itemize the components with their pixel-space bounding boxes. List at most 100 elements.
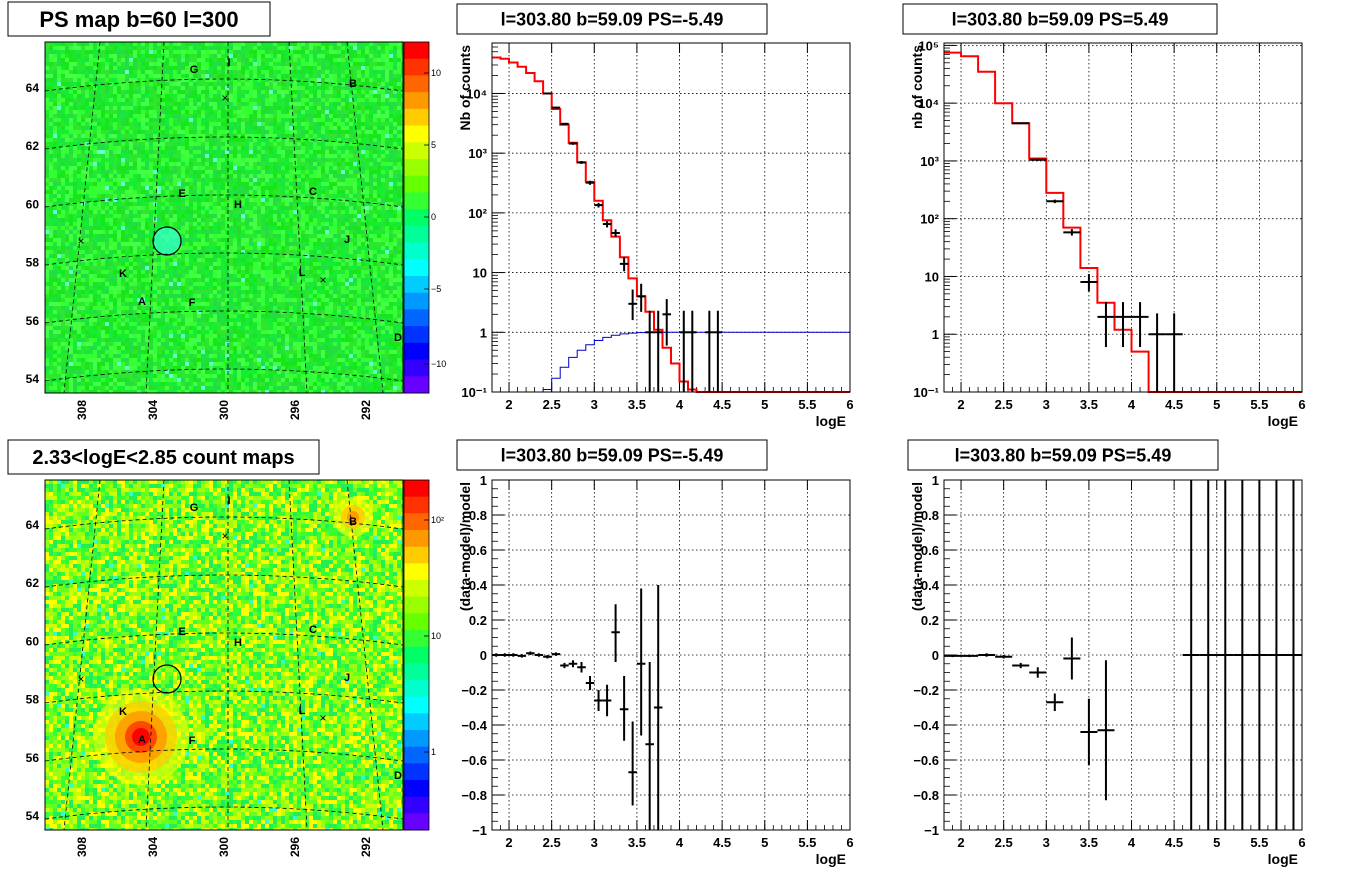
map-pixel bbox=[265, 186, 269, 190]
map-pixel bbox=[365, 182, 369, 186]
map-pixel bbox=[85, 170, 89, 174]
map-pixel bbox=[97, 118, 101, 122]
map-pixel bbox=[93, 130, 97, 134]
map-pixel bbox=[145, 42, 149, 46]
map-pixel bbox=[281, 210, 285, 214]
map-pixel bbox=[389, 206, 393, 210]
map-pixel bbox=[329, 194, 333, 198]
map-pixel bbox=[349, 122, 353, 126]
map-pixel bbox=[381, 94, 385, 98]
map-pixel bbox=[401, 58, 403, 62]
map-pixel bbox=[257, 62, 261, 66]
map-pixel bbox=[329, 42, 333, 46]
map-pixel bbox=[293, 142, 297, 146]
map-pixel bbox=[373, 194, 377, 198]
map-pixel bbox=[237, 94, 241, 98]
map-pixel bbox=[289, 134, 293, 138]
map-pixel bbox=[93, 186, 97, 190]
map-pixel bbox=[357, 150, 361, 154]
map-pixel bbox=[341, 86, 345, 90]
map-pixel bbox=[201, 94, 205, 98]
map-pixel bbox=[113, 186, 117, 190]
map-pixel bbox=[393, 110, 397, 114]
map-pixel bbox=[401, 158, 403, 162]
map-pixel bbox=[301, 58, 305, 62]
map-pixel bbox=[333, 150, 337, 154]
map-pixel bbox=[113, 134, 117, 138]
map-pixel bbox=[257, 210, 261, 214]
map-pixel bbox=[193, 186, 197, 190]
map-pixel bbox=[205, 162, 209, 166]
map-pixel bbox=[285, 110, 289, 114]
map-pixel bbox=[233, 210, 237, 214]
map-pixel bbox=[65, 250, 69, 254]
map-pixel bbox=[53, 214, 57, 218]
map-pixel bbox=[293, 178, 297, 182]
map-pixel bbox=[377, 78, 381, 82]
map-pixel bbox=[333, 190, 337, 194]
map-pixel bbox=[217, 122, 221, 126]
map-pixel bbox=[205, 110, 209, 114]
map-pixel bbox=[325, 190, 329, 194]
map-pixel bbox=[397, 106, 401, 110]
map-pixel bbox=[105, 194, 109, 198]
map-pixel bbox=[109, 110, 113, 114]
map-pixel bbox=[125, 190, 129, 194]
map-pixel bbox=[297, 42, 301, 46]
map-pixel bbox=[377, 162, 381, 166]
map-pixel bbox=[385, 250, 389, 254]
map-pixel bbox=[177, 162, 181, 166]
map-pixel bbox=[281, 62, 285, 66]
map-pixel bbox=[81, 162, 85, 166]
map-pixel bbox=[181, 138, 185, 142]
map-pixel bbox=[381, 166, 385, 170]
map-pixel bbox=[389, 66, 393, 70]
map-pixel bbox=[101, 94, 105, 98]
map-pixel bbox=[385, 122, 389, 126]
map-pixel bbox=[305, 226, 309, 230]
map-pixel bbox=[389, 58, 393, 62]
map-pixel bbox=[321, 214, 325, 218]
map-pixel bbox=[189, 50, 193, 54]
map-pixel bbox=[361, 66, 365, 70]
map-pixel bbox=[393, 238, 397, 242]
map-pixel bbox=[269, 162, 273, 166]
map-pixel bbox=[213, 46, 217, 50]
map-pixel bbox=[357, 254, 361, 258]
map-pixel bbox=[273, 50, 277, 54]
map-pixel bbox=[157, 214, 161, 218]
map-pixel bbox=[357, 258, 361, 262]
map-pixel bbox=[349, 230, 353, 234]
map-pixel bbox=[193, 54, 197, 58]
map-pixel bbox=[309, 46, 313, 50]
map-pixel bbox=[217, 222, 221, 226]
map-pixel bbox=[65, 170, 69, 174]
map-pixel bbox=[237, 190, 241, 194]
map-pixel bbox=[221, 70, 225, 74]
map-pixel bbox=[93, 54, 97, 58]
map-pixel bbox=[237, 150, 241, 154]
map-pixel bbox=[309, 58, 313, 62]
map-pixel bbox=[177, 98, 181, 102]
map-pixel bbox=[53, 178, 57, 182]
map-pixel bbox=[313, 86, 317, 90]
map-pixel bbox=[149, 182, 153, 186]
map-pixel bbox=[61, 46, 65, 50]
map-pixel bbox=[317, 94, 321, 98]
map-pixel bbox=[345, 130, 349, 134]
map-pixel bbox=[77, 138, 81, 142]
map-pixel bbox=[141, 158, 145, 162]
map-pixel bbox=[301, 190, 305, 194]
map-pixel bbox=[69, 226, 73, 230]
map-pixel bbox=[349, 226, 353, 230]
map-pixel bbox=[341, 218, 345, 222]
map-pixel bbox=[125, 106, 129, 110]
map-pixel bbox=[81, 234, 85, 238]
map-pixel bbox=[229, 114, 233, 118]
map-pixel bbox=[329, 258, 333, 262]
map-pixel bbox=[369, 174, 373, 178]
map-pixel bbox=[401, 178, 403, 182]
map-pixel bbox=[237, 182, 241, 186]
map-pixel bbox=[113, 142, 117, 146]
map-pixel bbox=[213, 198, 217, 202]
